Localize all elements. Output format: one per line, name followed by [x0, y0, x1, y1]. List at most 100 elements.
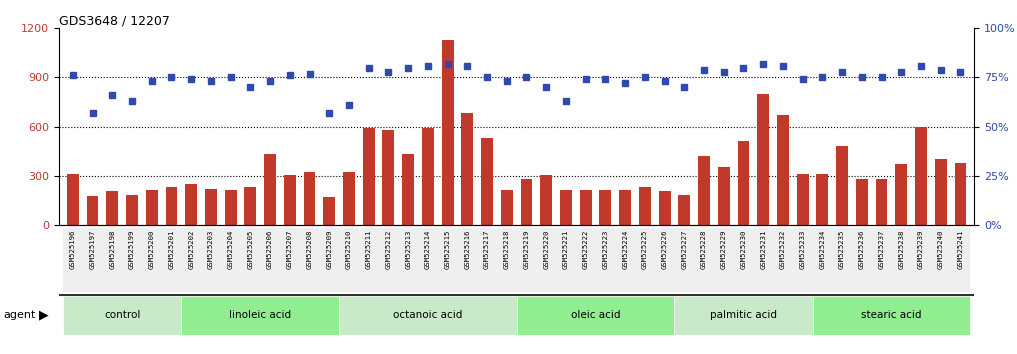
Bar [817, 174, 828, 225]
Text: GSM525198: GSM525198 [109, 230, 115, 269]
Bar [205, 189, 217, 225]
Bar [63, 296, 181, 335]
Text: GSM525227: GSM525227 [681, 230, 687, 269]
Bar [107, 191, 118, 225]
Text: GSM525200: GSM525200 [148, 230, 155, 269]
Bar [225, 190, 237, 225]
Bar [733, 228, 754, 292]
Bar [674, 296, 813, 335]
Bar [63, 228, 82, 292]
Bar [359, 228, 378, 292]
Bar [580, 190, 592, 225]
Bar [655, 228, 674, 292]
Bar [674, 228, 695, 292]
Text: stearic acid: stearic acid [861, 310, 921, 320]
Bar [378, 228, 399, 292]
Text: GSM525236: GSM525236 [858, 230, 864, 269]
Bar [382, 130, 395, 225]
Bar [221, 228, 240, 292]
Bar [540, 175, 552, 225]
Bar [477, 228, 497, 292]
Text: GSM525217: GSM525217 [484, 230, 490, 269]
Bar [402, 154, 414, 225]
Bar [441, 40, 454, 225]
Bar [718, 167, 729, 225]
Text: GSM525197: GSM525197 [89, 230, 96, 269]
Bar [181, 296, 339, 335]
Bar [181, 228, 201, 292]
Bar [240, 228, 260, 292]
Bar [145, 190, 158, 225]
Bar [126, 194, 138, 225]
Text: GSM525208: GSM525208 [306, 230, 312, 269]
Text: GSM525212: GSM525212 [385, 230, 392, 269]
Text: GSM525222: GSM525222 [583, 230, 589, 269]
Bar [619, 190, 631, 225]
Bar [560, 190, 572, 225]
Text: GSM525205: GSM525205 [247, 230, 253, 269]
Bar [852, 228, 872, 292]
Bar [201, 228, 221, 292]
Text: control: control [104, 310, 140, 320]
Text: GSM525225: GSM525225 [642, 230, 648, 269]
Text: GSM525199: GSM525199 [129, 230, 135, 269]
Bar [758, 94, 769, 225]
Bar [497, 228, 517, 292]
Text: GSM525207: GSM525207 [287, 230, 293, 269]
Text: GSM525237: GSM525237 [879, 230, 885, 269]
Text: GSM525232: GSM525232 [780, 230, 786, 269]
Bar [319, 228, 339, 292]
Bar [323, 197, 336, 225]
Bar [185, 184, 197, 225]
Bar [481, 138, 493, 225]
Text: GSM525224: GSM525224 [622, 230, 629, 269]
Bar [931, 228, 951, 292]
Text: GSM525220: GSM525220 [543, 230, 549, 269]
Bar [517, 228, 536, 292]
Bar [915, 126, 926, 225]
Bar [264, 154, 276, 225]
Text: GSM525206: GSM525206 [267, 230, 273, 269]
Bar [343, 172, 355, 225]
Text: GSM525201: GSM525201 [169, 230, 175, 269]
Bar [244, 187, 256, 225]
Bar [166, 187, 177, 225]
Text: GSM525218: GSM525218 [503, 230, 510, 269]
Bar [695, 228, 714, 292]
Bar [813, 228, 832, 292]
Bar [536, 228, 556, 292]
Bar [521, 179, 533, 225]
Text: ▶: ▶ [39, 309, 48, 322]
Bar [162, 228, 181, 292]
Bar [615, 228, 635, 292]
Bar [339, 228, 359, 292]
Bar [832, 228, 852, 292]
Text: GSM525210: GSM525210 [346, 230, 352, 269]
Bar [556, 228, 576, 292]
Text: GSM525229: GSM525229 [721, 230, 727, 269]
Text: GSM525196: GSM525196 [70, 230, 76, 269]
Bar [422, 128, 434, 225]
Bar [103, 228, 122, 292]
Text: palmitic acid: palmitic acid [710, 310, 777, 320]
Text: GSM525233: GSM525233 [799, 230, 805, 269]
Bar [856, 179, 868, 225]
Bar [935, 159, 947, 225]
Bar [813, 296, 970, 335]
Bar [754, 228, 773, 292]
Bar [911, 228, 931, 292]
Text: GSM525239: GSM525239 [918, 230, 924, 269]
Bar [500, 190, 513, 225]
Text: octanoic acid: octanoic acid [394, 310, 463, 320]
Bar [86, 196, 99, 225]
Bar [659, 191, 670, 225]
Text: GSM525221: GSM525221 [563, 230, 569, 269]
Bar [304, 172, 315, 225]
Text: GSM525211: GSM525211 [366, 230, 371, 269]
Bar [122, 228, 141, 292]
Text: GSM525234: GSM525234 [820, 230, 826, 269]
Bar [678, 194, 691, 225]
Bar [698, 156, 710, 225]
Text: GSM525230: GSM525230 [740, 230, 746, 269]
Bar [793, 228, 813, 292]
